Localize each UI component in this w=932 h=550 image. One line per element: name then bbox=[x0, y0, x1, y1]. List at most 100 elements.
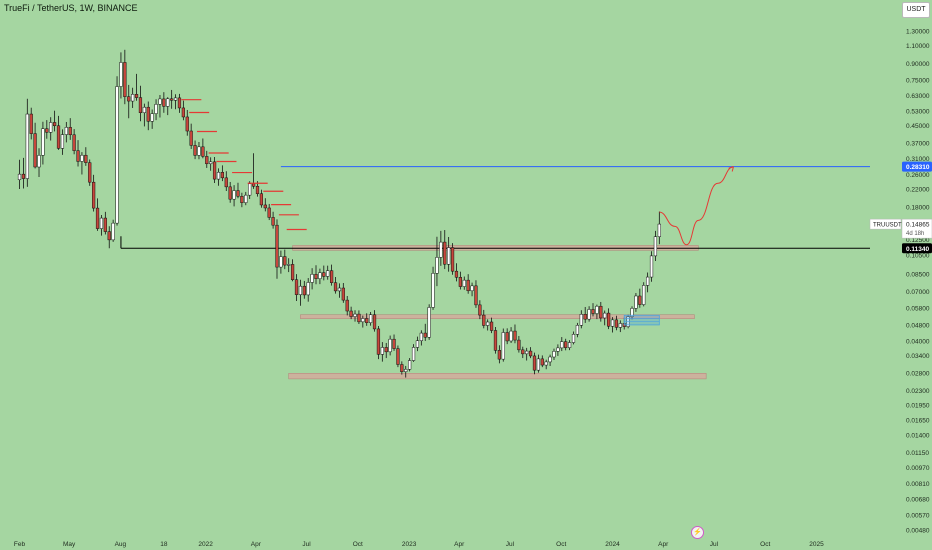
candle-body bbox=[575, 325, 580, 335]
candle-body bbox=[17, 173, 22, 181]
candle bbox=[517, 335, 521, 353]
candle-body bbox=[76, 150, 80, 162]
candle-body bbox=[439, 241, 443, 258]
candle bbox=[318, 268, 322, 285]
candle bbox=[298, 279, 303, 306]
candle bbox=[310, 268, 314, 290]
candle-body bbox=[314, 274, 318, 279]
candle-body bbox=[162, 98, 166, 107]
candle bbox=[408, 358, 412, 372]
candle-body bbox=[306, 282, 310, 296]
candle-body bbox=[470, 285, 474, 292]
candle-body bbox=[158, 98, 162, 105]
candle bbox=[92, 174, 96, 212]
price-tick-label: 0.75000 bbox=[906, 77, 930, 84]
candle-body bbox=[80, 154, 84, 162]
candle bbox=[271, 211, 275, 229]
candle-body bbox=[232, 190, 236, 200]
candle-body bbox=[587, 309, 591, 320]
candle-body bbox=[333, 282, 338, 292]
candle bbox=[466, 274, 470, 294]
candle-body bbox=[478, 304, 482, 316]
candle bbox=[287, 258, 291, 273]
candle-body bbox=[372, 314, 377, 330]
candle-body bbox=[606, 312, 611, 327]
candle-body bbox=[552, 351, 556, 358]
candle-body bbox=[115, 86, 119, 224]
candle-body bbox=[618, 323, 622, 328]
candle-body bbox=[599, 305, 603, 319]
price-tick-label: 0.07000 bbox=[906, 289, 930, 296]
candle bbox=[232, 185, 236, 207]
candle bbox=[642, 282, 646, 307]
candle bbox=[505, 328, 509, 345]
candle-body bbox=[447, 247, 451, 265]
candle-body bbox=[653, 236, 658, 257]
candle bbox=[657, 211, 661, 245]
time-tick-label: Apr bbox=[251, 541, 262, 548]
candle-body bbox=[21, 173, 26, 179]
candle-body bbox=[493, 330, 498, 351]
candle-body bbox=[591, 309, 595, 314]
time-tick-label: 2025 bbox=[809, 541, 824, 548]
candle bbox=[212, 157, 217, 184]
candle bbox=[536, 354, 541, 373]
candle-body bbox=[181, 107, 185, 118]
candle-body bbox=[388, 338, 392, 353]
candle-body bbox=[142, 106, 146, 113]
candle-body bbox=[170, 98, 174, 101]
candle-body bbox=[201, 146, 205, 157]
time-tick-label: Feb bbox=[14, 541, 26, 548]
candle-body bbox=[88, 162, 92, 183]
candle bbox=[283, 249, 287, 270]
candle-body bbox=[255, 186, 260, 194]
candle bbox=[80, 152, 84, 175]
candle-body bbox=[337, 287, 342, 292]
candle-body bbox=[567, 342, 572, 348]
candle bbox=[435, 236, 439, 287]
price-tick-label: 0.10500 bbox=[906, 253, 930, 260]
candle bbox=[224, 171, 228, 192]
lightning-icon[interactable]: ⚡ bbox=[691, 526, 704, 539]
candle-body bbox=[544, 361, 548, 366]
price-tick-label: 0.04000 bbox=[906, 339, 930, 346]
candle-body bbox=[396, 348, 400, 365]
candle bbox=[357, 310, 361, 324]
candle-body bbox=[197, 146, 201, 156]
candle bbox=[470, 282, 474, 297]
candle bbox=[415, 336, 420, 352]
candle bbox=[653, 230, 658, 262]
horizontal-lines bbox=[120, 166, 870, 249]
candle bbox=[599, 301, 603, 322]
time-tick-label: Oct bbox=[556, 541, 566, 548]
time-tick-label: Jul bbox=[506, 541, 515, 548]
price-tick-label: 0.12500 bbox=[906, 237, 930, 244]
candle bbox=[372, 310, 377, 332]
price-tick-label: 0.63000 bbox=[906, 93, 930, 100]
candle-body bbox=[571, 334, 576, 343]
price-tick-label: 0.53000 bbox=[906, 108, 930, 115]
candle bbox=[478, 300, 482, 320]
support-zone bbox=[300, 314, 695, 319]
candle bbox=[458, 271, 462, 290]
price-tick-label: 0.08500 bbox=[906, 271, 930, 278]
price-tick-label: 0.01400 bbox=[906, 432, 930, 439]
candle bbox=[388, 335, 392, 356]
candle bbox=[146, 101, 150, 131]
projection-curve bbox=[659, 166, 734, 246]
candle-body bbox=[646, 276, 650, 286]
candle bbox=[53, 110, 57, 132]
currency-button[interactable]: USDT bbox=[902, 2, 930, 18]
candle bbox=[162, 92, 166, 113]
candle bbox=[400, 361, 404, 375]
candle-body bbox=[365, 318, 369, 323]
candle bbox=[45, 120, 49, 139]
candle bbox=[177, 93, 182, 113]
candle bbox=[95, 198, 100, 231]
candle bbox=[489, 317, 494, 334]
candle-body bbox=[302, 285, 306, 296]
candle-body bbox=[329, 270, 334, 283]
candle bbox=[525, 347, 529, 361]
candle bbox=[29, 107, 33, 140]
